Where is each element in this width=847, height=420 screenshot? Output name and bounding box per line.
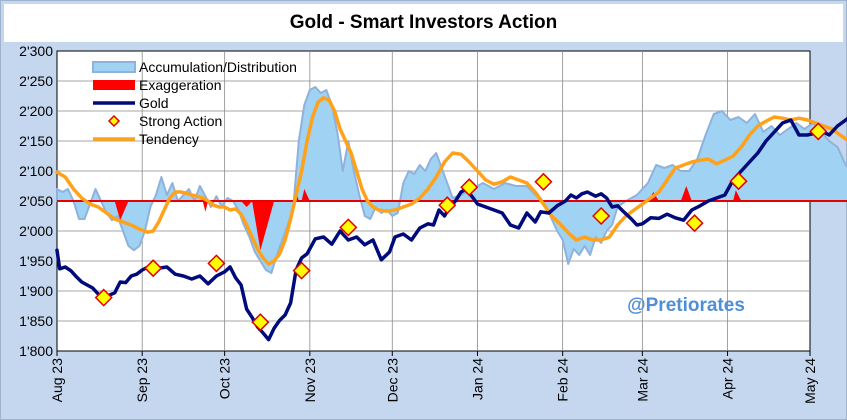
- x-tick-label: Oct 23: [217, 358, 233, 399]
- accumulation-distribution-area: [56, 86, 847, 274]
- exaggeration-spike: [252, 201, 275, 251]
- y-tick-label: 2'000: [19, 223, 53, 239]
- strong-action-marker: [534, 172, 553, 191]
- x-tick-label: Mar 24: [634, 358, 650, 402]
- exaggeration-spike: [733, 190, 742, 201]
- strong-action-marker: [729, 172, 748, 191]
- strong-action-marker: [339, 218, 358, 237]
- y-tick-label: 2'300: [19, 43, 53, 59]
- x-tick-label: Feb 24: [555, 358, 571, 402]
- exaggeration-spike: [114, 201, 129, 221]
- strong-action-marker: [809, 122, 828, 141]
- legend-label: Accumulation/Distribution: [139, 59, 297, 75]
- strong-action-marker: [144, 259, 163, 278]
- strong-action-marker: [292, 261, 311, 280]
- exaggeration-spike: [241, 201, 253, 207]
- legend-swatch-exaggeration: [93, 80, 135, 90]
- legend: Accumulation/Distribution Exaggeration Gol…: [92, 59, 297, 147]
- strong-action-markers: [94, 122, 828, 332]
- x-tick-label: Nov 23: [302, 358, 318, 403]
- strong-action-marker: [251, 313, 270, 332]
- tendency-line: [55, 96, 847, 266]
- y-tick-label: 2'150: [19, 133, 53, 149]
- strong-action-marker: [685, 214, 704, 233]
- y-tick-label: 2'100: [19, 163, 53, 179]
- y-tick-label: 1'950: [19, 253, 53, 269]
- y-tick-label: 2'200: [19, 103, 53, 119]
- legend-label: Strong Action: [139, 113, 222, 129]
- legend-swatch-strong-action: [107, 114, 121, 128]
- legend-label: Gold: [139, 95, 169, 111]
- exaggeration-spike: [202, 201, 209, 212]
- exaggeration-areas: [114, 186, 742, 251]
- y-tick-label: 1'900: [19, 283, 53, 299]
- y-tick-label: 1'800: [19, 343, 53, 359]
- legend-label: Tendency: [139, 131, 199, 147]
- x-tick-label: Sep 23: [134, 358, 150, 403]
- legend-label: Exaggeration: [139, 77, 222, 93]
- strong-action-marker: [438, 196, 457, 215]
- chart-title: Gold - Smart Investors Action: [289, 12, 558, 33]
- exaggeration-spike: [680, 186, 692, 201]
- strong-action-marker: [94, 288, 113, 307]
- x-tick-label: Apr 24: [720, 358, 736, 399]
- y-tick-label: 1'850: [19, 313, 53, 329]
- strong-action-marker: [460, 178, 479, 197]
- x-tick-label: Dec 23: [384, 358, 400, 403]
- title-bar: Gold - Smart Investors Action: [4, 4, 843, 42]
- strong-action-marker: [207, 254, 226, 273]
- axes: 1'800 1'850 1'900 1'950 2'000 2'050 2'100 2'150…: [19, 43, 818, 404]
- strong-action-marker: [592, 206, 611, 226]
- watermark: @Pretiorates: [627, 295, 745, 316]
- accumulation-area: [56, 86, 847, 274]
- y-tick-label: 2'050: [19, 193, 53, 209]
- x-tick-label: May 24: [802, 358, 818, 404]
- x-tick-label: Jan 24: [469, 358, 485, 400]
- legend-swatch-accumulation: [92, 61, 136, 73]
- y-tick-label: 2'250: [19, 73, 53, 89]
- x-tick-label: Aug 23: [49, 358, 65, 403]
- tendency-series: [55, 96, 847, 266]
- exaggeration-spike: [301, 189, 310, 201]
